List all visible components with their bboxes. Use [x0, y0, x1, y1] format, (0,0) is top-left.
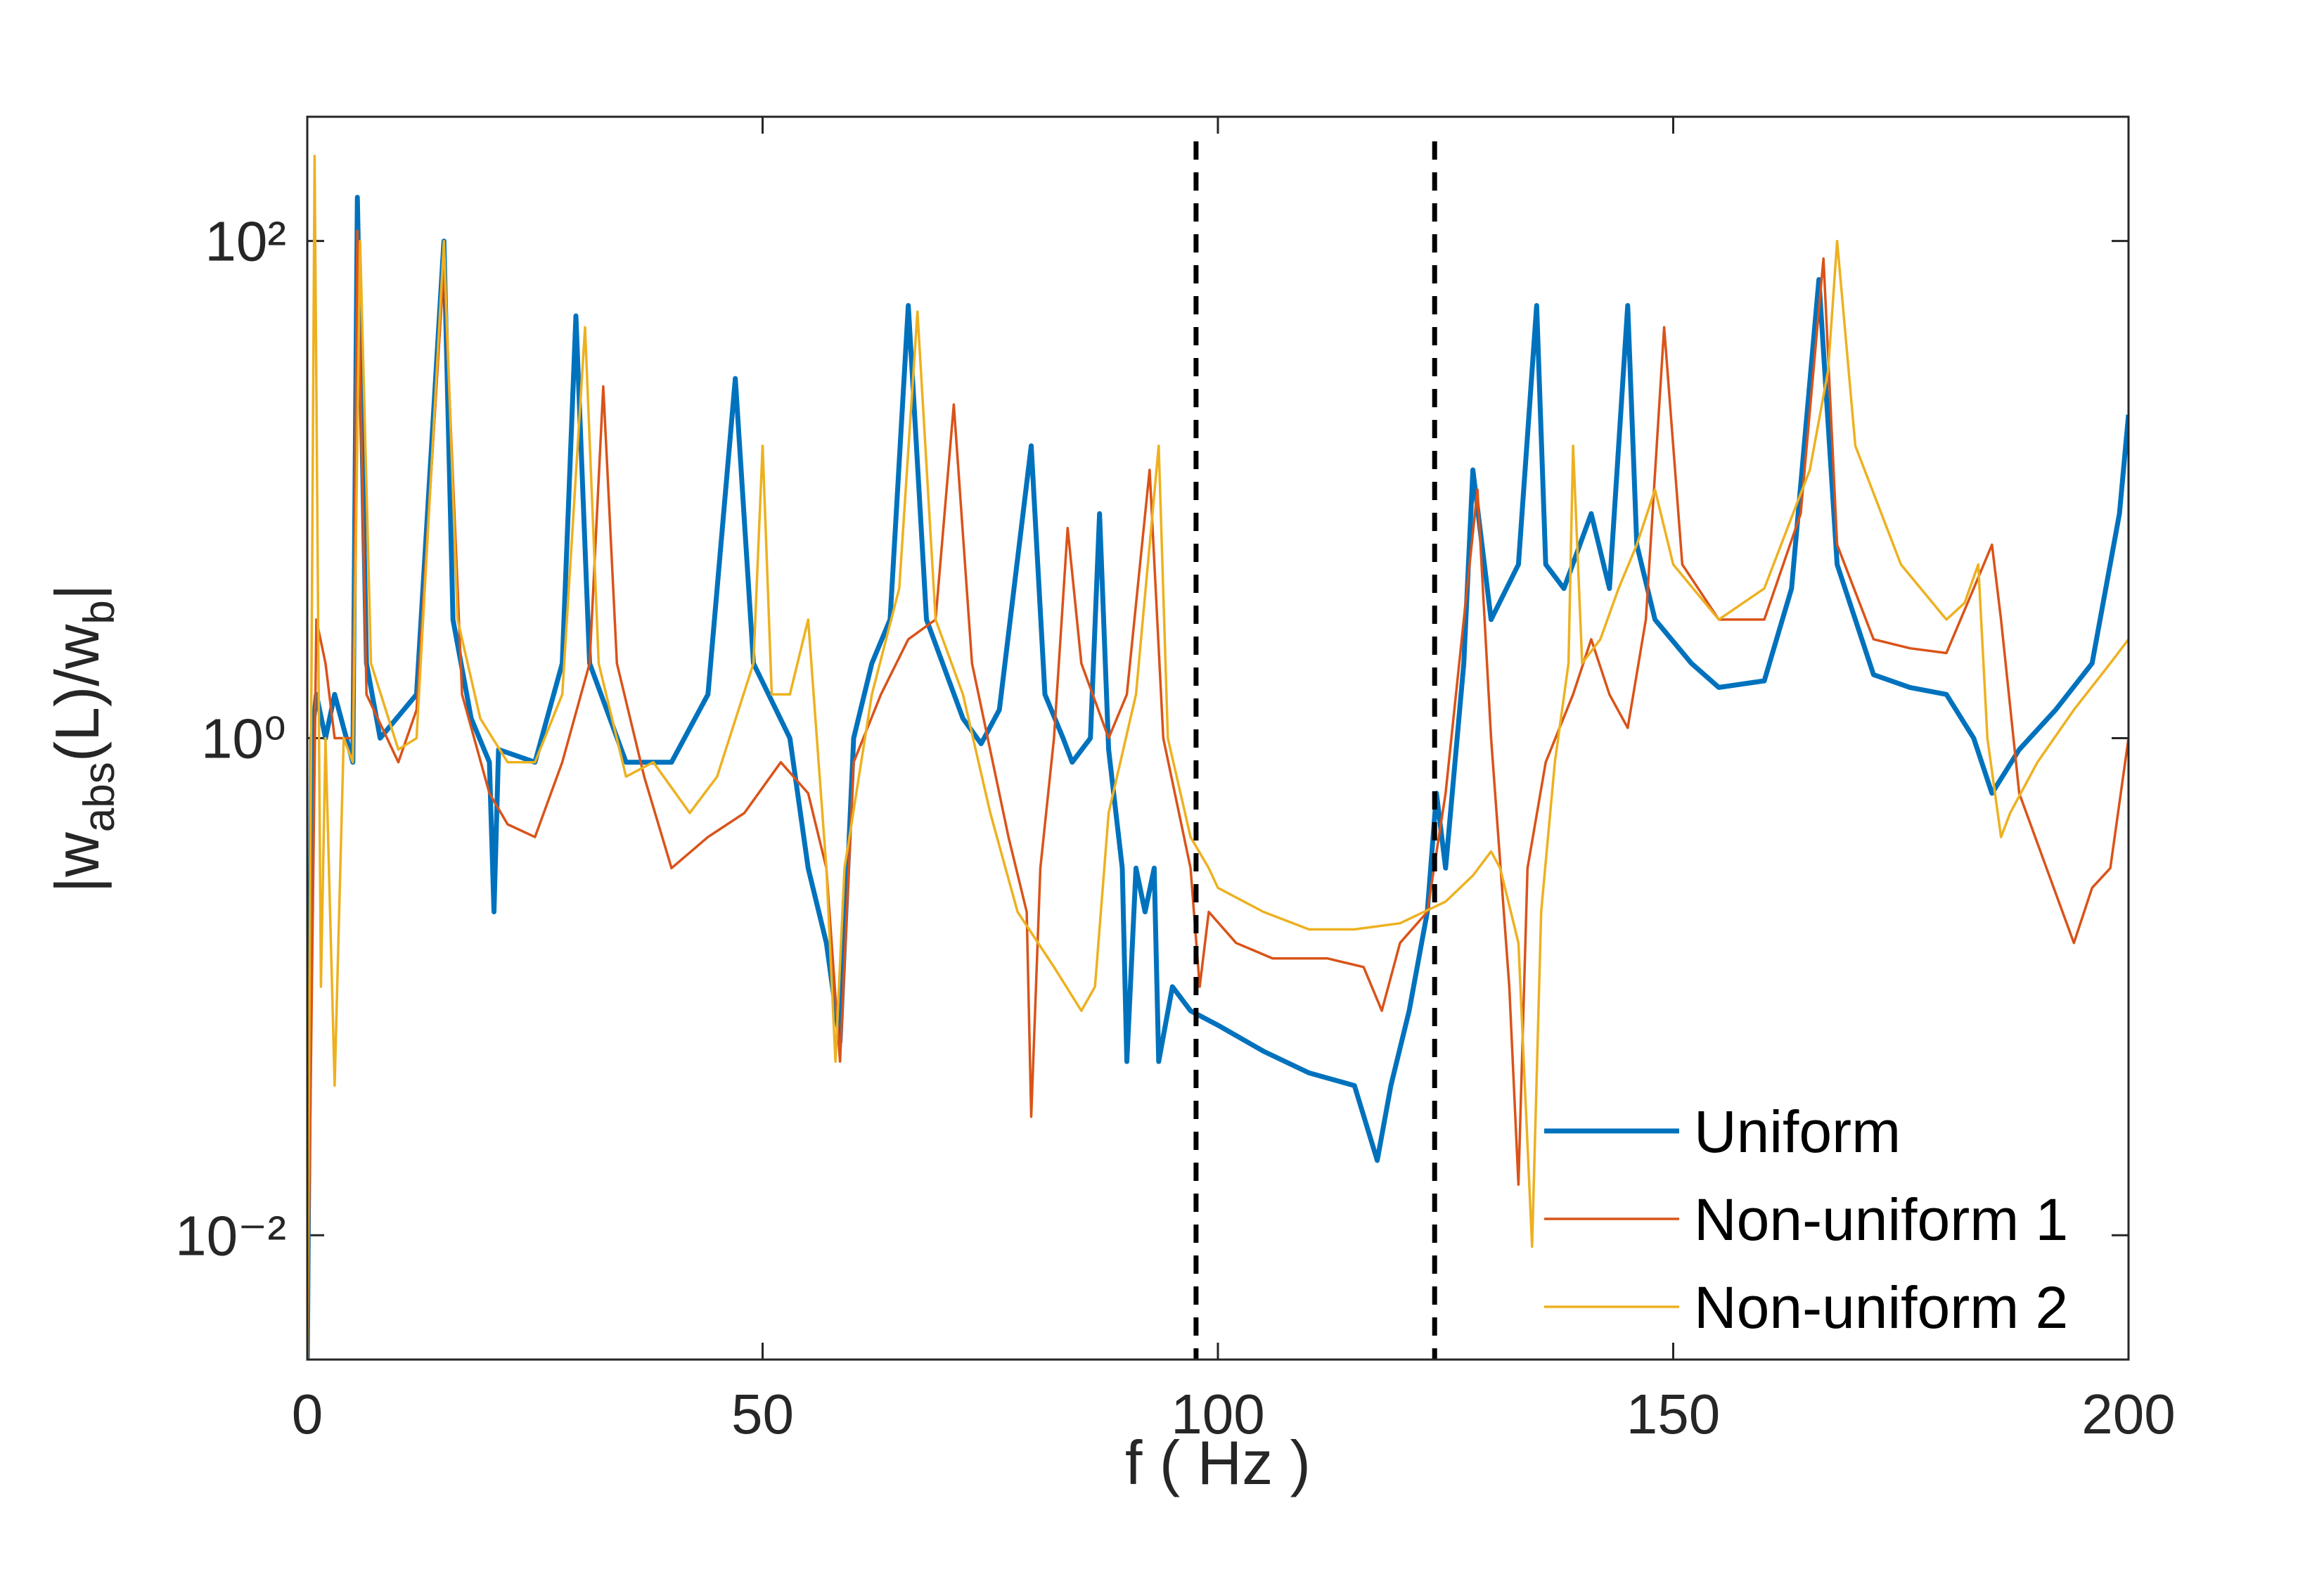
- series-line: [307, 195, 2129, 1360]
- x-tick-label: 50: [731, 1383, 794, 1445]
- y-label-sub: abs: [75, 762, 124, 832]
- legend-label: Non-uniform 1: [1694, 1187, 2068, 1253]
- series-line: [307, 229, 2129, 1360]
- y-label-part: (L)/w: [42, 624, 112, 762]
- x-tick-label: 200: [2081, 1383, 2175, 1445]
- x-tick-label: 150: [1626, 1383, 1720, 1445]
- plot-frame: [306, 115, 2130, 1361]
- plot-lines: [307, 154, 2129, 1360]
- y-tick-label: 10⁰: [201, 707, 286, 769]
- y-tick-label: 10⁻²: [175, 1204, 286, 1267]
- x-axis-label: f ( Hz ): [1125, 1428, 1311, 1497]
- legend-label: Non-uniform 2: [1694, 1274, 2068, 1341]
- y-tick-label: 10²: [205, 210, 286, 273]
- x-tick-label: 100: [1171, 1383, 1264, 1445]
- x-tick-label: 0: [292, 1383, 323, 1445]
- y-label-part: |w: [42, 832, 112, 893]
- y-axis-label: |wabs(L)/wb|: [42, 584, 124, 893]
- legend-label: Uniform: [1694, 1099, 1901, 1165]
- series-line: [307, 154, 2129, 1360]
- y-label-part: |: [42, 584, 112, 600]
- y-label-sub: b: [75, 600, 124, 624]
